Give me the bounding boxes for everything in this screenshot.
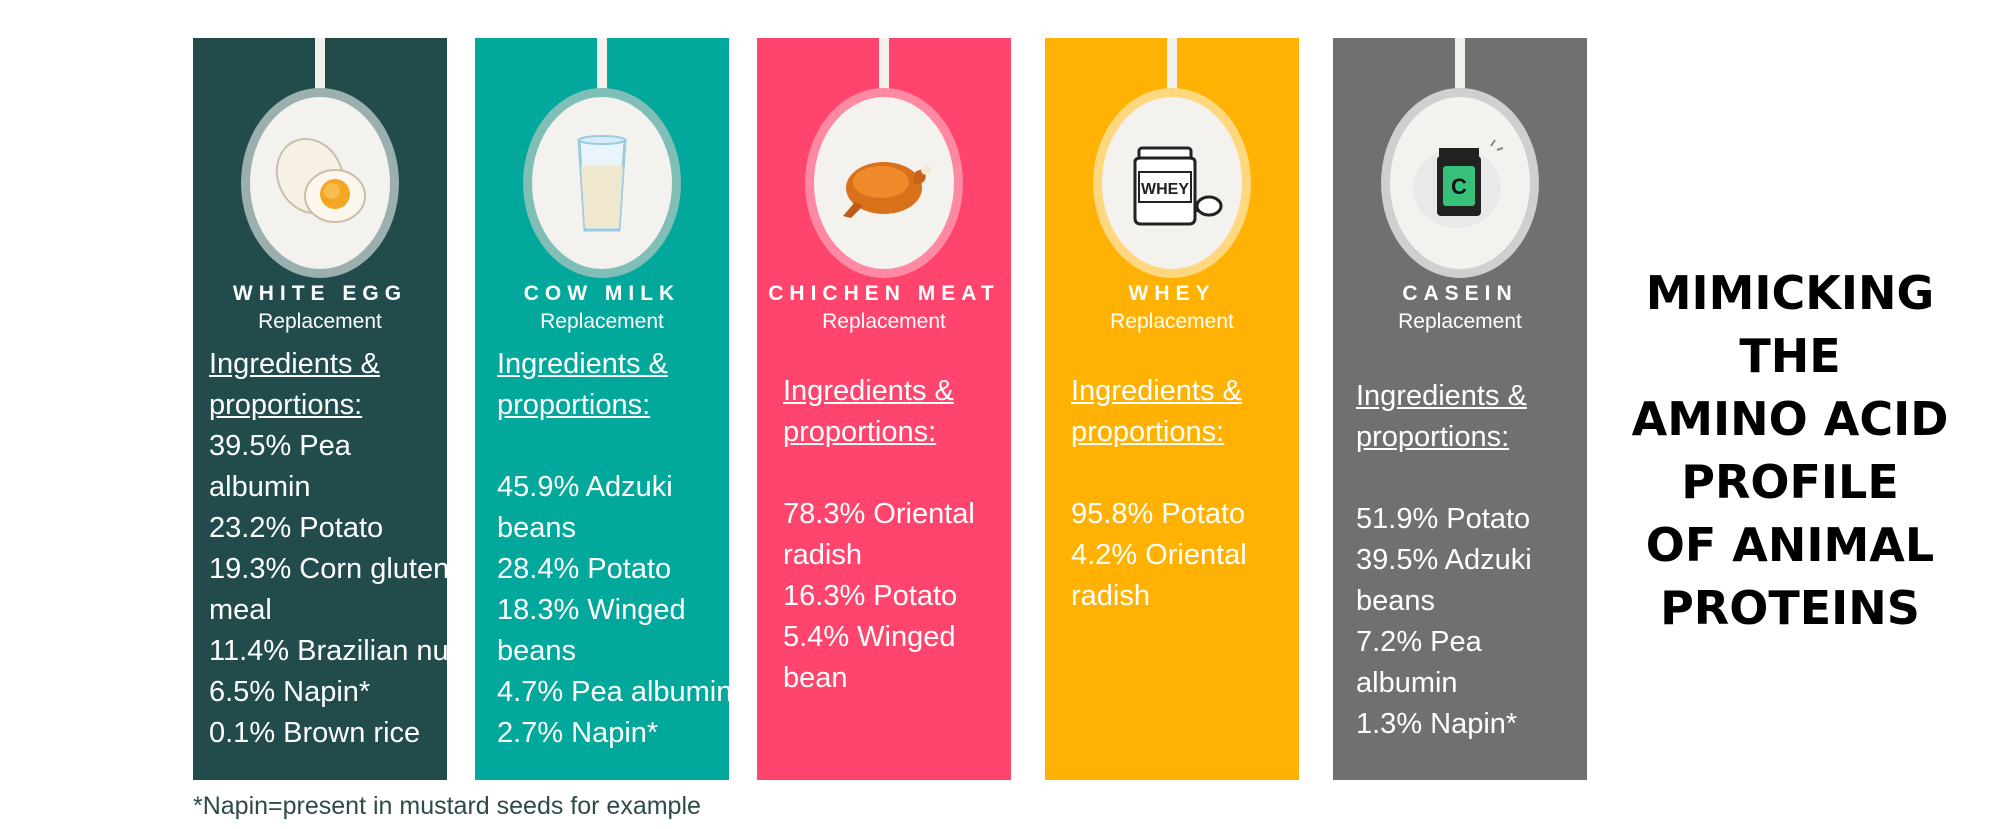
ingredient-line: 11.4% Brazilian nut <box>209 635 447 667</box>
card-chicken-meat: CHICHEN MEAT Replacement Ingredients & p… <box>757 38 1011 780</box>
ingredient-line: beans <box>497 512 577 544</box>
ingredients-heading: proportions: <box>497 389 651 421</box>
spacer <box>497 426 729 467</box>
icon-oval <box>805 88 963 278</box>
ingredient-line: 19.3% Corn gluten <box>209 553 447 585</box>
card-subtitle: Replacement <box>258 310 382 333</box>
ingredients-heading: proportions: <box>209 389 363 421</box>
title-line: PROFILE <box>1681 455 1899 509</box>
card-title: CASEIN <box>1402 282 1518 305</box>
title-line: OF ANIMAL <box>1645 518 1935 572</box>
ingredient-line: 0.1% Brown rice <box>209 717 421 749</box>
ingredient-line: 16.3% Potato <box>783 580 958 612</box>
ingredient-line: 1.3% Napin* <box>1356 708 1518 740</box>
milk-glass-icon <box>577 135 627 232</box>
roast-chicken-icon <box>843 162 931 218</box>
ingredient-line: 45.9% Adzuki <box>497 471 673 503</box>
card-title: CHICHEN MEAT <box>768 282 1000 305</box>
ingredients-heading: proportions: <box>1071 416 1225 448</box>
ingredient-line: beans <box>497 635 577 667</box>
ingredients-heading: Ingredients & <box>497 348 668 380</box>
icon-oval <box>523 88 681 278</box>
whey-tub-label: WHEY <box>1141 181 1189 198</box>
spacer <box>783 453 1011 494</box>
title-line: MIMICKING THE <box>1645 266 1935 383</box>
footnote: *Napin=present in mustard seeds for exam… <box>193 792 701 820</box>
hanging-string <box>879 38 889 98</box>
card-subtitle: Replacement <box>822 310 946 333</box>
ingredient-line: meal <box>209 594 272 626</box>
ingredient-line: 18.3% Winged <box>497 594 686 626</box>
spacer <box>1356 458 1587 499</box>
card-subtitle: Replacement <box>1110 310 1234 333</box>
hanging-string <box>315 38 325 98</box>
ingredients-heading: Ingredients & <box>783 375 954 407</box>
hanging-string <box>1455 38 1465 98</box>
card-title: COW MILK <box>523 282 681 305</box>
ingredient-line: bean <box>783 662 848 694</box>
icon-oval: C <box>1381 88 1539 278</box>
ingredient-line: 39.5% Adzuki <box>1356 544 1532 576</box>
icon-oval: WHEY <box>1093 88 1251 278</box>
ingredient-line: 51.9% Potato <box>1356 503 1531 535</box>
ingredients-heading: Ingredients & <box>1071 375 1242 407</box>
page-title: MIMICKING THE AMINO ACID PROFILE OF ANIM… <box>1600 262 1980 640</box>
ingredient-line: 39.5% Pea <box>209 430 351 462</box>
ingredients-heading: proportions: <box>783 416 937 448</box>
ingredient-line: albumin <box>209 471 311 503</box>
ingredients-list: Ingredients & proportions: 51.9% Potato … <box>1356 376 1587 745</box>
card-white-egg: WHITE EGG Replacement Ingredients & prop… <box>193 38 447 780</box>
card-subtitle: Replacement <box>540 310 664 333</box>
whey-tub-icon: WHEY <box>1133 146 1223 226</box>
ingredient-line: albumin <box>1356 667 1458 699</box>
boiled-egg-icon <box>275 138 366 223</box>
ingredient-line: 23.2% Potato <box>209 512 384 544</box>
ingredients-list: Ingredients & proportions: 78.3% Orienta… <box>783 371 1011 699</box>
title-line: PROTEINS <box>1660 581 1920 635</box>
ingredients-heading: Ingredients & <box>209 348 380 380</box>
ingredient-line: 95.8% Potato <box>1071 498 1246 530</box>
card-subtitle: Replacement <box>1398 310 1522 333</box>
card-casein: C CASEIN Replacement Ingredients & propo… <box>1333 38 1587 780</box>
ingredient-line: 7.2% Pea <box>1356 626 1482 658</box>
ingredients-list: Ingredients & proportions: 39.5% Pea alb… <box>209 344 447 754</box>
ingredient-line: radish <box>1071 580 1150 612</box>
hanging-string <box>1167 38 1177 98</box>
casein-jar-label: C <box>1451 174 1467 199</box>
icon-oval <box>241 88 399 278</box>
card-cow-milk: COW MILK Replacement Ingredients & propo… <box>475 38 729 780</box>
ingredient-line: 28.4% Potato <box>497 553 672 585</box>
ingredients-heading: proportions: <box>1356 421 1510 453</box>
ingredient-line: 78.3% Oriental <box>783 498 975 530</box>
ingredient-line: 6.5% Napin* <box>209 676 371 708</box>
card-title: WHITE EGG <box>232 282 408 305</box>
card-whey: WHEY WHEY Replacement Ingredients & prop… <box>1045 38 1299 780</box>
ingredients-list: Ingredients & proportions: 95.8% Potato … <box>1071 371 1299 617</box>
ingredient-line: beans <box>1356 585 1436 617</box>
ingredients-list: Ingredients & proportions: 45.9% Adzuki … <box>497 344 729 754</box>
ingredient-line: 4.7% Pea albumin <box>497 676 729 708</box>
spacer <box>1071 453 1299 494</box>
title-line: AMINO ACID <box>1631 392 1949 446</box>
hanging-string <box>597 38 607 98</box>
ingredients-heading: Ingredients & <box>1356 380 1527 412</box>
ingredient-line: radish <box>783 539 862 571</box>
ingredient-line: 5.4% Winged <box>783 621 956 653</box>
ingredient-line: 2.7% Napin* <box>497 717 659 749</box>
ingredient-line: 4.2% Oriental <box>1071 539 1247 571</box>
card-title: WHEY <box>1128 282 1216 305</box>
casein-jar-icon: C <box>1413 139 1504 228</box>
